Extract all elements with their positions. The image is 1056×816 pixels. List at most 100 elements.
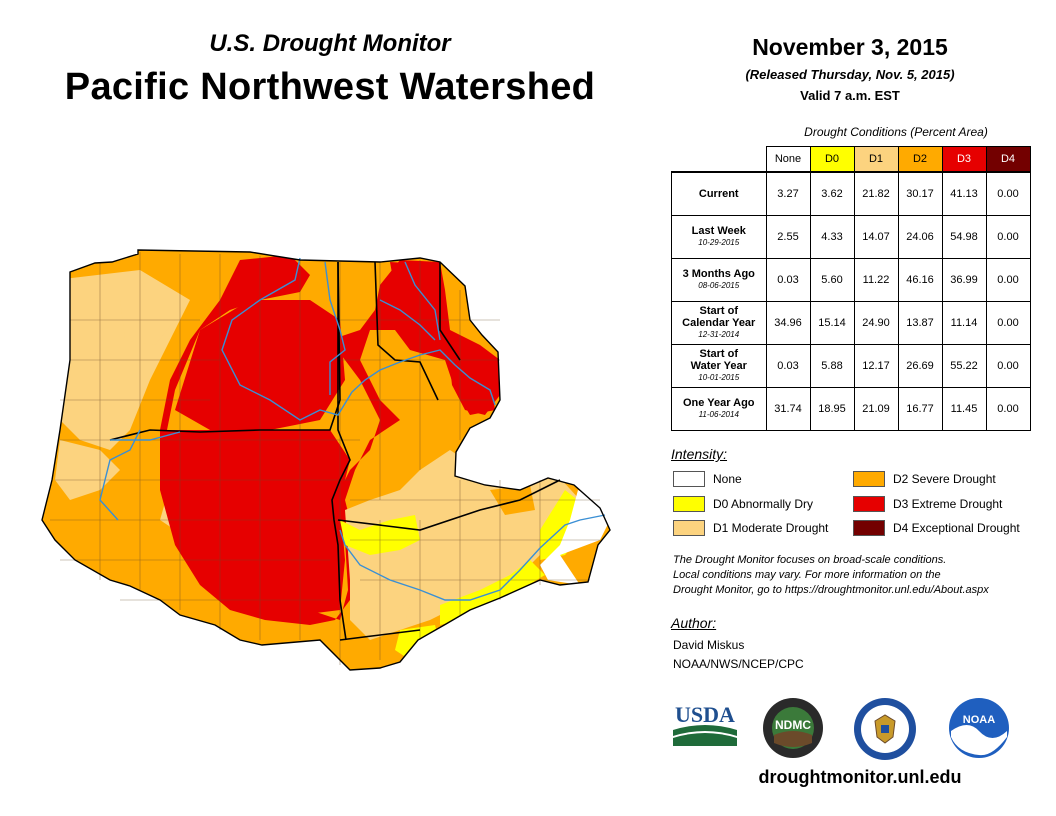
snake-river-plain (339, 514, 606, 601)
table-cell: 0.00 (985, 387, 1031, 431)
table-cell: 0.03 (765, 344, 811, 388)
d3-extreme-central-or (165, 430, 350, 615)
legend-item-d0: D0 Abnormally Dry (673, 495, 813, 513)
row-date: 10-29-2015 (698, 238, 740, 247)
no-drought-area (540, 490, 610, 585)
table-cell: 5.88 (809, 344, 855, 388)
row-label-main: Last Week (691, 225, 746, 237)
table-cell: 0.00 (985, 258, 1031, 302)
table-cell: 5.60 (809, 258, 855, 302)
website-link[interactable]: droughtmonitor.unl.edu (758, 767, 962, 787)
table-row: Start of Calendar Year 12-31-2014 34.96 15.1… (671, 301, 1031, 345)
map-date: November 3, 2015 (752, 34, 948, 60)
disclaimer-line: Drought Monitor, go to https://droughtmo… (673, 584, 989, 596)
row-label-second: Water Year (690, 360, 747, 372)
clark-fork-river (379, 299, 436, 341)
table-row: Start of Water Year 10-01-2015 0.03 5.88 12.1… (671, 344, 1031, 388)
kootenai-river (404, 261, 441, 341)
legend-swatch (853, 496, 885, 512)
author-title: Author: (671, 615, 717, 631)
table-row: 3 Months Ago 08-06-2015 0.03 5.60 11.22 46.16… (671, 258, 1031, 302)
table-cell: 21.09 (853, 387, 899, 431)
usda-logo: USDA (673, 702, 737, 746)
col-header: D2 (897, 146, 943, 173)
legend-item-d2: D2 Severe Drought (853, 470, 996, 488)
legend-label: None (713, 472, 742, 486)
drought-conditions-table: None D0 D1 D2 D3 D4 Current 3.27 3.62 21.82… (671, 146, 1031, 431)
table-cell: 31.74 (765, 387, 811, 431)
table-cell: 12.17 (853, 344, 899, 388)
map-subtitle: U.S. Drought Monitor (209, 30, 451, 57)
rivers (99, 257, 606, 601)
table-cell: 34.96 (765, 301, 811, 345)
drought-layers (42, 250, 610, 670)
legend-swatch (853, 520, 885, 536)
row-label: 3 Months Ago 08-06-2015 (671, 258, 767, 302)
legend-label: D1 Moderate Drought (713, 521, 829, 535)
table-cell: 14.07 (853, 215, 899, 259)
row-label-main: Start of (699, 305, 739, 317)
table-caption: Drought Conditions (Percent Area) (804, 125, 988, 139)
d1-puget-sound (120, 290, 175, 345)
state-borders (109, 261, 561, 641)
col-header: D4 (985, 146, 1031, 173)
drought-map (41, 249, 611, 671)
table-row: Last Week 10-29-2015 2.55 4.33 14.07 24.06 54.… (671, 215, 1031, 259)
table-cell: 0.00 (985, 344, 1031, 388)
row-date: 08-06-2015 (698, 281, 740, 290)
table-cell: 16.77 (897, 387, 943, 431)
legend-swatch (853, 471, 885, 487)
valid-time: Valid 7 a.m. EST (800, 88, 900, 103)
table-cell: 46.16 (897, 258, 943, 302)
row-date: 11-06-2014 (698, 410, 739, 419)
row-date: 12-31-2014 (698, 330, 740, 339)
author-name: David Miskus (673, 638, 745, 652)
table-cell: 30.17 (897, 171, 943, 216)
commerce-seal-logo (854, 698, 916, 760)
table-cell: 55.22 (941, 344, 987, 388)
d3-extreme-montana (440, 325, 500, 415)
col-header: D3 (941, 146, 987, 173)
legend-label: D4 Exceptional Drought (893, 521, 1020, 535)
table-cell: 36.99 (941, 258, 987, 302)
table-cell: 11.22 (853, 258, 899, 302)
row-label: Start of Water Year 10-01-2015 (671, 344, 767, 388)
row-label: Current (671, 171, 767, 216)
legend-label: D2 Severe Drought (893, 472, 996, 486)
table-cell: 13.87 (897, 301, 943, 345)
table-cell: 0.03 (765, 258, 811, 302)
row-label-main: One Year Ago (682, 397, 755, 409)
table-corner (672, 147, 767, 173)
table-cell: 54.98 (941, 215, 987, 259)
noaa-logo-text: NOAA (963, 714, 995, 726)
col-header: None (765, 146, 811, 173)
table-cell: 11.45 (941, 387, 987, 431)
row-date: 10-01-2015 (698, 373, 740, 382)
ndmc-logo: NDMC (763, 698, 823, 758)
table-cell: 2.55 (765, 215, 811, 259)
row-label-main: Current (698, 188, 739, 200)
table-cell: 15.14 (809, 301, 855, 345)
table-row: One Year Ago 11-06-2014 31.74 18.95 21.09 16.… (671, 387, 1031, 431)
table-cell: 3.27 (765, 171, 811, 216)
table-cell: 21.82 (853, 171, 899, 216)
legend-item-d4: D4 Exceptional Drought (853, 519, 1020, 537)
legend-label: D3 Extreme Drought (893, 497, 1003, 511)
table-cell: 24.06 (897, 215, 943, 259)
table-cell: 4.33 (809, 215, 855, 259)
row-label: One Year Ago 11-06-2014 (671, 387, 767, 431)
disclaimer-line: The Drought Monitor focuses on broad-sca… (673, 554, 947, 566)
columbia-river (221, 257, 353, 421)
row-label: Last Week 10-29-2015 (671, 215, 767, 259)
columbia-upper (324, 261, 346, 395)
table-cell: 41.13 (941, 171, 987, 216)
table-cell: 11.14 (941, 301, 987, 345)
legend-item-d3: D3 Extreme Drought (853, 495, 1002, 513)
table-row: Current 3.27 3.62 21.82 30.17 41.13 0.00 (671, 171, 1031, 216)
row-label: Start of Calendar Year 12-31-2014 (671, 301, 767, 345)
legend-title: Intensity: (671, 446, 728, 462)
disclaimer: The Drought Monitor focuses on broad-sca… (673, 553, 1033, 598)
d3-extreme-idaho-panhandle (390, 262, 445, 325)
lower-columbia (110, 431, 181, 441)
table-cell: 0.00 (985, 171, 1031, 216)
